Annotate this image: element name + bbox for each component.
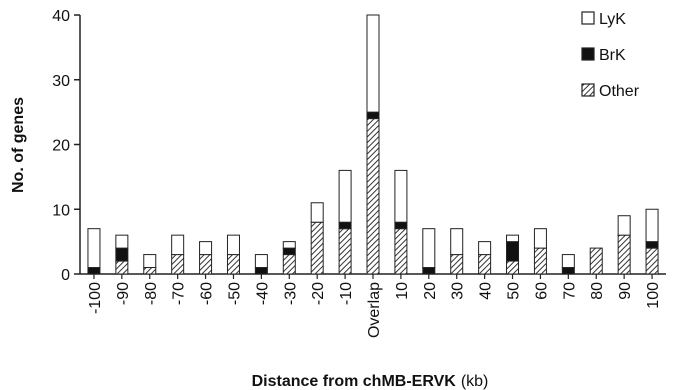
x-tick-label: 90: [617, 282, 634, 300]
bar-segment-lyk: [338, 169, 352, 223]
bar-segment-lyk: [199, 241, 213, 256]
x-axis-title: Distance from chMB-ERVK (kb): [252, 373, 489, 390]
bar-segment-other: [450, 254, 464, 275]
bar-segment-brk: [115, 247, 129, 262]
bar-segment-other: [617, 234, 631, 275]
bar-segment-brk: [506, 241, 520, 262]
x-tick-label: Overlap: [366, 282, 383, 338]
legend-label-brk: BrK: [599, 47, 626, 64]
x-tick-label: -60: [199, 282, 216, 305]
bar-segment-other: [533, 247, 547, 275]
bar-segment-lyk: [617, 215, 631, 236]
x-tick-label: -20: [310, 282, 327, 305]
bar-segment-other: [226, 254, 240, 275]
bar-segment-brk: [282, 247, 296, 256]
bar-segment-other: [645, 247, 659, 275]
bar-segment-brk: [422, 267, 436, 275]
bar-segment-other: [171, 254, 185, 275]
bar-segment-lyk: [254, 254, 268, 269]
bar-segment-lyk: [450, 228, 464, 256]
y-tick-label: 10: [52, 202, 70, 219]
legend-swatch-other: [581, 83, 595, 97]
legend-swatch-lyk: [581, 11, 595, 25]
bar-segment-brk: [394, 221, 408, 230]
bar-segment-other: [199, 254, 213, 275]
bar-segment-brk: [561, 267, 575, 275]
x-tick-label: 10: [394, 282, 411, 300]
legend: LyK BrK Other: [581, 11, 640, 100]
x-tick-label: 40: [478, 282, 495, 300]
bar-segment-other: [282, 254, 296, 275]
bar-segment-other: [115, 260, 129, 275]
bar-segment-lyk: [87, 228, 101, 269]
x-tick-label: 100: [645, 282, 662, 309]
y-tick-label: 40: [52, 8, 70, 25]
bar-segment-lyk: [226, 234, 240, 256]
bar-segment-lyk: [561, 254, 575, 269]
bar-segment-brk: [338, 221, 352, 230]
plot-area: 0 10 20 30 40 -100 -90 -80 -70 -60 -50 -40 -30 -20 -10…: [52, 8, 666, 338]
bar-segment-other: [394, 228, 408, 275]
y-tick-label: 20: [52, 138, 70, 155]
bar-segment-lyk: [143, 254, 157, 269]
x-tick-label: 80: [589, 282, 606, 300]
bar-segment-other: [366, 118, 380, 275]
legend-label-other: Other: [599, 83, 640, 100]
x-tick-label: -100: [87, 282, 104, 314]
bar-segment-lyk: [506, 234, 520, 243]
bar-segment-other: [143, 267, 157, 275]
bar-segment-lyk: [282, 241, 296, 249]
bar-segment-lyk: [645, 208, 659, 243]
x-tick-label: 50: [506, 282, 523, 300]
bar-segment-lyk: [394, 169, 408, 223]
bar-segment-lyk: [533, 228, 547, 249]
bar-segment-other: [506, 260, 520, 275]
x-tick-label: 30: [450, 282, 467, 300]
x-tick-label: -30: [282, 282, 299, 305]
y-axis-title: No. of genes: [10, 97, 27, 193]
bar-segment-lyk: [422, 228, 436, 269]
bar-segment-lyk: [310, 202, 324, 223]
bar-segment-lyk: [478, 241, 492, 256]
bar-segment-lyk: [366, 14, 380, 113]
bar-segment-brk: [366, 111, 380, 120]
bar-segment-brk: [254, 267, 268, 275]
x-tick-label: -80: [143, 282, 160, 305]
bar-segment-lyk: [171, 234, 185, 256]
x-tick-label: -50: [226, 282, 243, 305]
x-tick-label: -10: [338, 282, 355, 305]
x-tick-label: -70: [171, 282, 188, 305]
x-tick-label: -90: [115, 282, 132, 305]
x-tick-label: 60: [533, 282, 550, 300]
x-tick-label: 70: [561, 282, 578, 300]
y-tick-label: 30: [52, 73, 70, 90]
y-tick-label: 0: [61, 267, 70, 284]
bar-segment-other: [589, 247, 603, 275]
bar-segment-brk: [645, 241, 659, 249]
bar-segment-other: [338, 228, 352, 275]
bar-segment-lyk: [115, 234, 129, 249]
x-axis-title-main: Distance from chMB-ERVK: [252, 373, 457, 390]
legend-swatch-brk: [581, 47, 595, 61]
x-axis-title-unit: (kb): [461, 373, 489, 390]
bar-segment-brk: [87, 267, 101, 275]
x-tick-label: 20: [422, 282, 439, 300]
bar-segment-other: [478, 254, 492, 275]
bar-segment-other: [310, 221, 324, 275]
x-tick-label: -40: [254, 282, 271, 305]
legend-label-lyk: LyK: [599, 11, 626, 28]
